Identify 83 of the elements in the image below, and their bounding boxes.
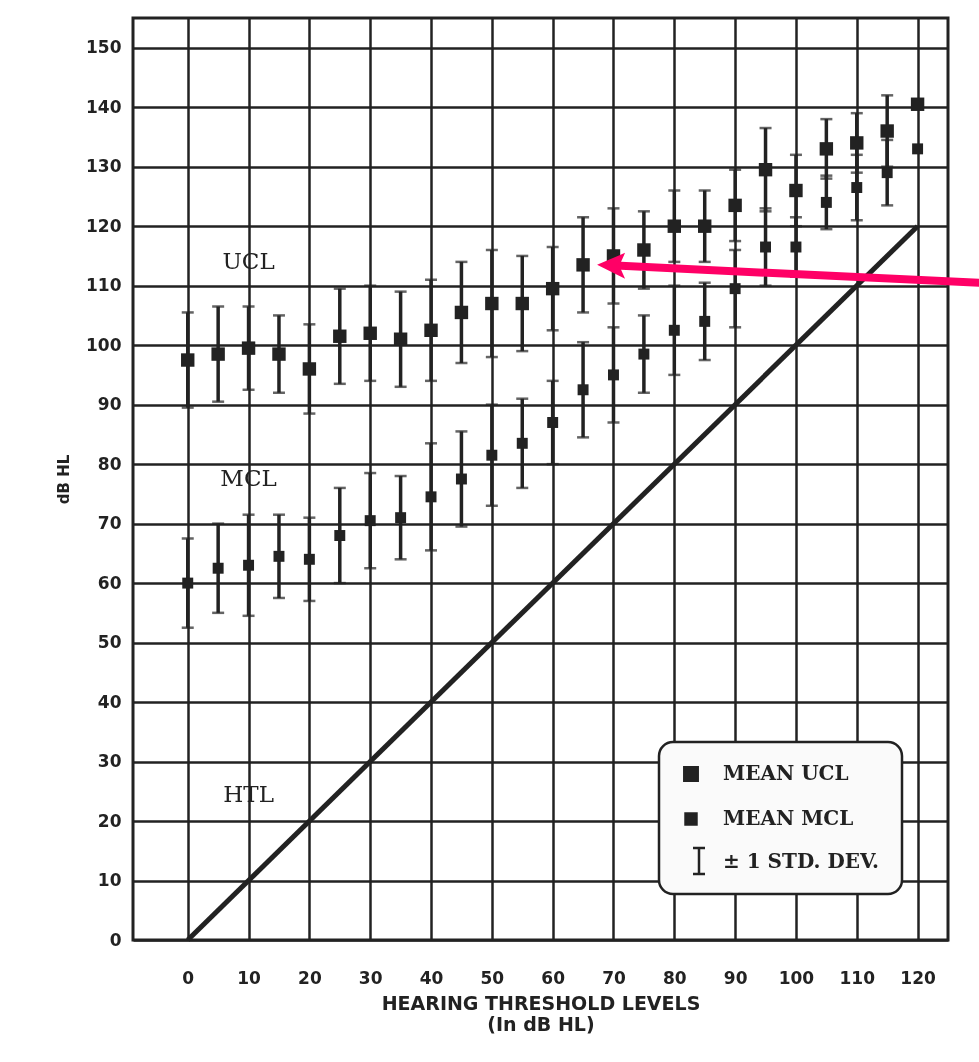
point — [273, 550, 285, 562]
point — [577, 384, 589, 396]
point — [608, 369, 619, 381]
y-tick-label: 140 — [86, 96, 122, 117]
x-tick-label: 20 — [298, 967, 322, 988]
point — [760, 241, 772, 253]
y-tick-label: 100 — [86, 334, 122, 355]
y-tick-label: 60 — [97, 572, 122, 593]
point — [243, 559, 255, 571]
point — [912, 143, 924, 155]
point — [302, 362, 317, 376]
point — [576, 258, 590, 272]
x-tick-label: 80 — [662, 967, 687, 988]
legend-label: MEAN MCL — [723, 806, 854, 830]
point — [485, 296, 499, 311]
x-tick-label: 50 — [480, 967, 505, 988]
point — [486, 449, 498, 461]
point — [545, 281, 560, 296]
point — [728, 198, 742, 213]
point — [667, 219, 682, 233]
point — [334, 530, 346, 541]
x-tick-label: 120 — [900, 967, 936, 988]
point — [637, 243, 651, 257]
annotation: ± 1 STD. DEV. — [723, 849, 880, 873]
point — [729, 283, 741, 295]
y-tick-label: 20 — [97, 810, 122, 831]
point — [819, 142, 834, 156]
point — [424, 323, 438, 337]
point — [181, 353, 195, 367]
x-tick-label: 60 — [541, 967, 566, 988]
y-tick-label: 80 — [97, 453, 122, 474]
point — [850, 136, 864, 150]
y-tick-label: 90 — [97, 394, 122, 415]
point — [364, 515, 376, 527]
y-tick-label: 130 — [86, 156, 122, 177]
point — [668, 324, 680, 336]
point — [425, 491, 437, 503]
point — [851, 182, 863, 194]
point — [454, 305, 469, 320]
y-tick-label: 10 — [97, 870, 122, 891]
point — [881, 167, 893, 179]
point — [211, 347, 225, 361]
point — [789, 183, 803, 198]
x-tick-label: 40 — [419, 967, 444, 988]
y-tick-label: 70 — [97, 513, 122, 534]
point — [910, 97, 925, 111]
y-tick-label: 120 — [86, 215, 122, 236]
point — [395, 512, 407, 524]
point — [547, 417, 559, 428]
y-tick-label: 150 — [86, 37, 122, 58]
point — [638, 348, 650, 360]
x-tick-label: 0 — [182, 967, 195, 988]
y-tick-label: 30 — [97, 751, 122, 772]
point — [758, 162, 773, 177]
point — [790, 241, 802, 253]
point — [363, 326, 377, 340]
x-tick-label: 90 — [723, 967, 748, 988]
point — [698, 219, 712, 233]
x-axis-title: HEARING THRESHOLD LEVELS (In dB HL) — [381, 991, 701, 1035]
point — [212, 562, 224, 574]
point — [333, 329, 347, 343]
y-tick-label: 110 — [86, 275, 122, 296]
y-tick-label: 40 — [97, 691, 122, 712]
point — [272, 347, 286, 361]
x-tick-label: 30 — [358, 967, 383, 988]
point — [516, 437, 528, 449]
point — [241, 341, 256, 355]
point — [515, 296, 529, 311]
legend-label: MEAN UCL — [723, 761, 849, 785]
point — [820, 196, 832, 208]
point — [303, 553, 315, 565]
point — [880, 124, 894, 138]
x-tick-label: 10 — [237, 967, 262, 988]
point — [455, 473, 467, 485]
point — [699, 315, 711, 327]
point — [393, 332, 408, 346]
x-tick-label: 70 — [602, 967, 626, 988]
y-tick-label: 50 — [97, 632, 122, 653]
x-tick-label: 100 — [778, 967, 815, 988]
x-tick-label: 110 — [839, 967, 876, 988]
y-tick-label: 0 — [109, 929, 122, 950]
y-axis-title: dB HL — [55, 454, 74, 505]
point — [182, 577, 194, 589]
